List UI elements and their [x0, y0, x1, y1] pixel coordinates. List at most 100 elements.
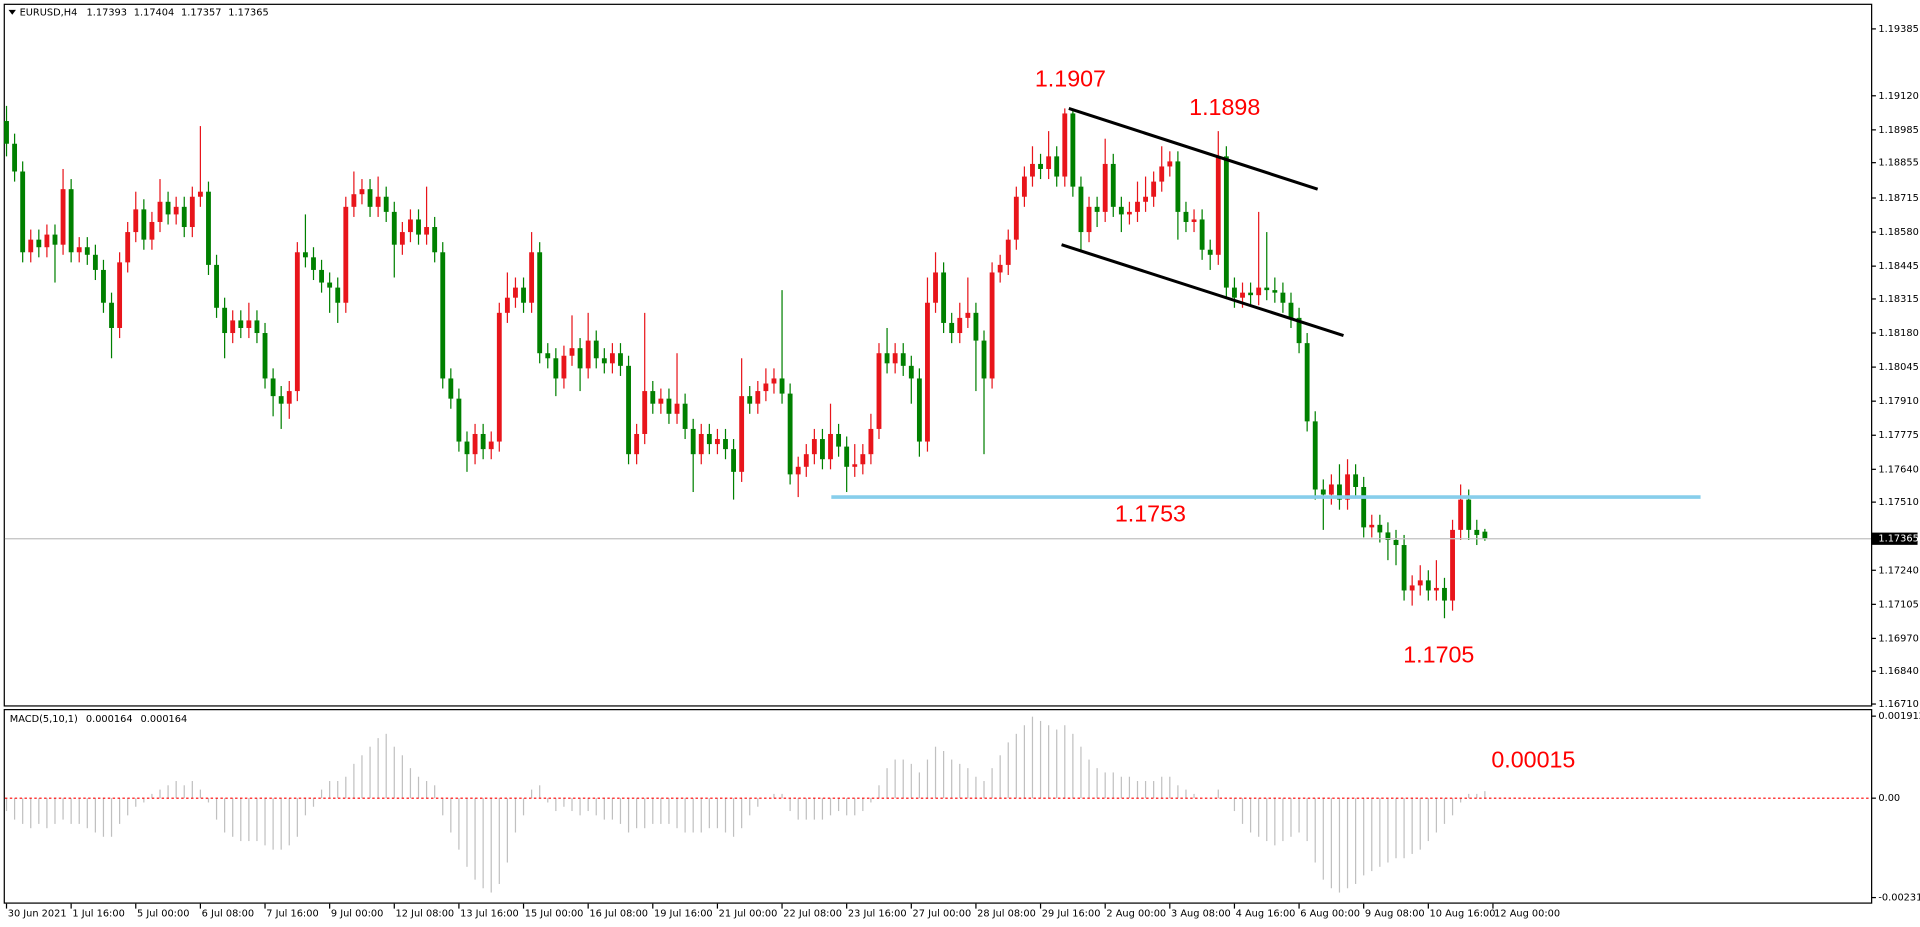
candle-body — [84, 247, 90, 255]
candle-body — [141, 209, 147, 240]
x-tick-label: 4 Aug 16:00 — [1236, 909, 1296, 920]
candle-body — [618, 353, 623, 366]
candle-body — [593, 340, 599, 359]
candle-body — [1199, 219, 1205, 250]
macd-last-value: 0.000164 — [86, 714, 133, 725]
candle-body — [222, 307, 228, 334]
y-tick-label: 1.17105 — [1878, 599, 1918, 610]
y-tick-label: 1.17640 — [1878, 464, 1918, 475]
candle-body — [537, 252, 543, 354]
x-tick-label: 19 Jul 16:00 — [654, 909, 713, 920]
candle-body — [270, 378, 276, 397]
candle-body — [472, 433, 478, 455]
macd-signal-value: 0.000164 — [141, 714, 188, 725]
candle-body — [36, 239, 42, 248]
main-panel-frame — [3, 3, 1873, 707]
candle-body — [723, 439, 728, 450]
candle-body — [933, 272, 938, 303]
candle-body — [133, 209, 139, 233]
candle-body — [916, 378, 922, 442]
x-tick-label: 23 Jul 16:00 — [848, 909, 907, 920]
candle-body — [553, 358, 559, 379]
candle-body — [1038, 163, 1043, 169]
candle-body — [1272, 290, 1278, 293]
candle-body — [1102, 163, 1108, 212]
candle-body — [626, 365, 631, 455]
candle-body — [1296, 317, 1302, 344]
candle-body — [246, 320, 252, 328]
candle-body — [1377, 524, 1383, 533]
candle-body — [836, 433, 842, 447]
candle-body — [1207, 249, 1213, 255]
candle-body — [714, 439, 720, 445]
x-tick-label: 10 Aug 16:00 — [1430, 909, 1496, 920]
candle-body — [650, 391, 656, 404]
y-tick-label: 1.19385 — [1878, 24, 1918, 35]
y-tick-label: 0.001912 — [1878, 711, 1920, 722]
candle-body — [1159, 166, 1165, 182]
candle-body — [852, 464, 858, 467]
candle-body — [731, 449, 736, 472]
candle-body — [1482, 531, 1488, 539]
candle-body — [480, 433, 486, 450]
candle-body — [569, 348, 575, 356]
candle-body — [1409, 585, 1415, 591]
x-tick-label: 9 Aug 08:00 — [1365, 909, 1425, 920]
candle-body — [1013, 196, 1019, 240]
candle-body — [811, 439, 817, 455]
candle-body — [1280, 292, 1286, 303]
candle-body — [561, 355, 567, 379]
candle-body — [1312, 421, 1318, 490]
candle-body — [981, 340, 987, 379]
candle-body — [117, 262, 123, 328]
candle-body — [214, 264, 219, 308]
candle-body — [674, 403, 680, 414]
candle-body — [755, 391, 761, 404]
candle-body — [973, 312, 979, 341]
candle-body — [1425, 580, 1431, 591]
candle-body — [1223, 156, 1229, 288]
candle-body — [908, 365, 914, 379]
candle-body — [440, 252, 446, 379]
candle-body — [343, 206, 349, 303]
candle-body — [876, 353, 882, 429]
candle-body — [884, 353, 890, 364]
annotation: 1.1907 — [1035, 65, 1106, 91]
candle-body — [1369, 524, 1375, 528]
candle-body — [1248, 292, 1254, 296]
candle-body — [504, 297, 510, 313]
candle-body — [351, 194, 357, 207]
trendline — [1068, 106, 1319, 191]
x-tick-label: 5 Jul 00:00 — [137, 909, 189, 920]
candle-body — [1151, 181, 1157, 197]
candle-body — [1167, 161, 1173, 167]
candle-body — [1054, 156, 1060, 177]
candle-body — [690, 428, 696, 455]
y-tick-label: 1.17510 — [1878, 497, 1918, 508]
candle-body — [68, 189, 74, 253]
candle-body — [359, 189, 365, 195]
candle-body — [1433, 587, 1439, 591]
candle-body — [488, 441, 494, 450]
x-tick-label: 3 Aug 08:00 — [1171, 909, 1231, 920]
candle-body — [1126, 211, 1132, 215]
candle-body — [1175, 161, 1181, 212]
candle-body — [1458, 499, 1464, 530]
current-price-label: 1.17365 — [1878, 534, 1918, 545]
candle-body — [1030, 163, 1035, 177]
candle-body — [230, 320, 236, 334]
candle-body — [28, 239, 34, 253]
candle-body — [262, 333, 268, 379]
candle-body — [416, 219, 421, 235]
last-high: 1.17404 — [134, 7, 174, 18]
candle-body — [448, 378, 454, 399]
candle-body — [44, 234, 50, 248]
candle-body — [302, 252, 308, 258]
candle-body — [1086, 206, 1092, 233]
candle-body — [1345, 474, 1350, 500]
candle-body — [1328, 484, 1334, 495]
candle-body — [698, 433, 704, 455]
candle-body — [892, 353, 898, 364]
candle-body — [609, 353, 615, 364]
